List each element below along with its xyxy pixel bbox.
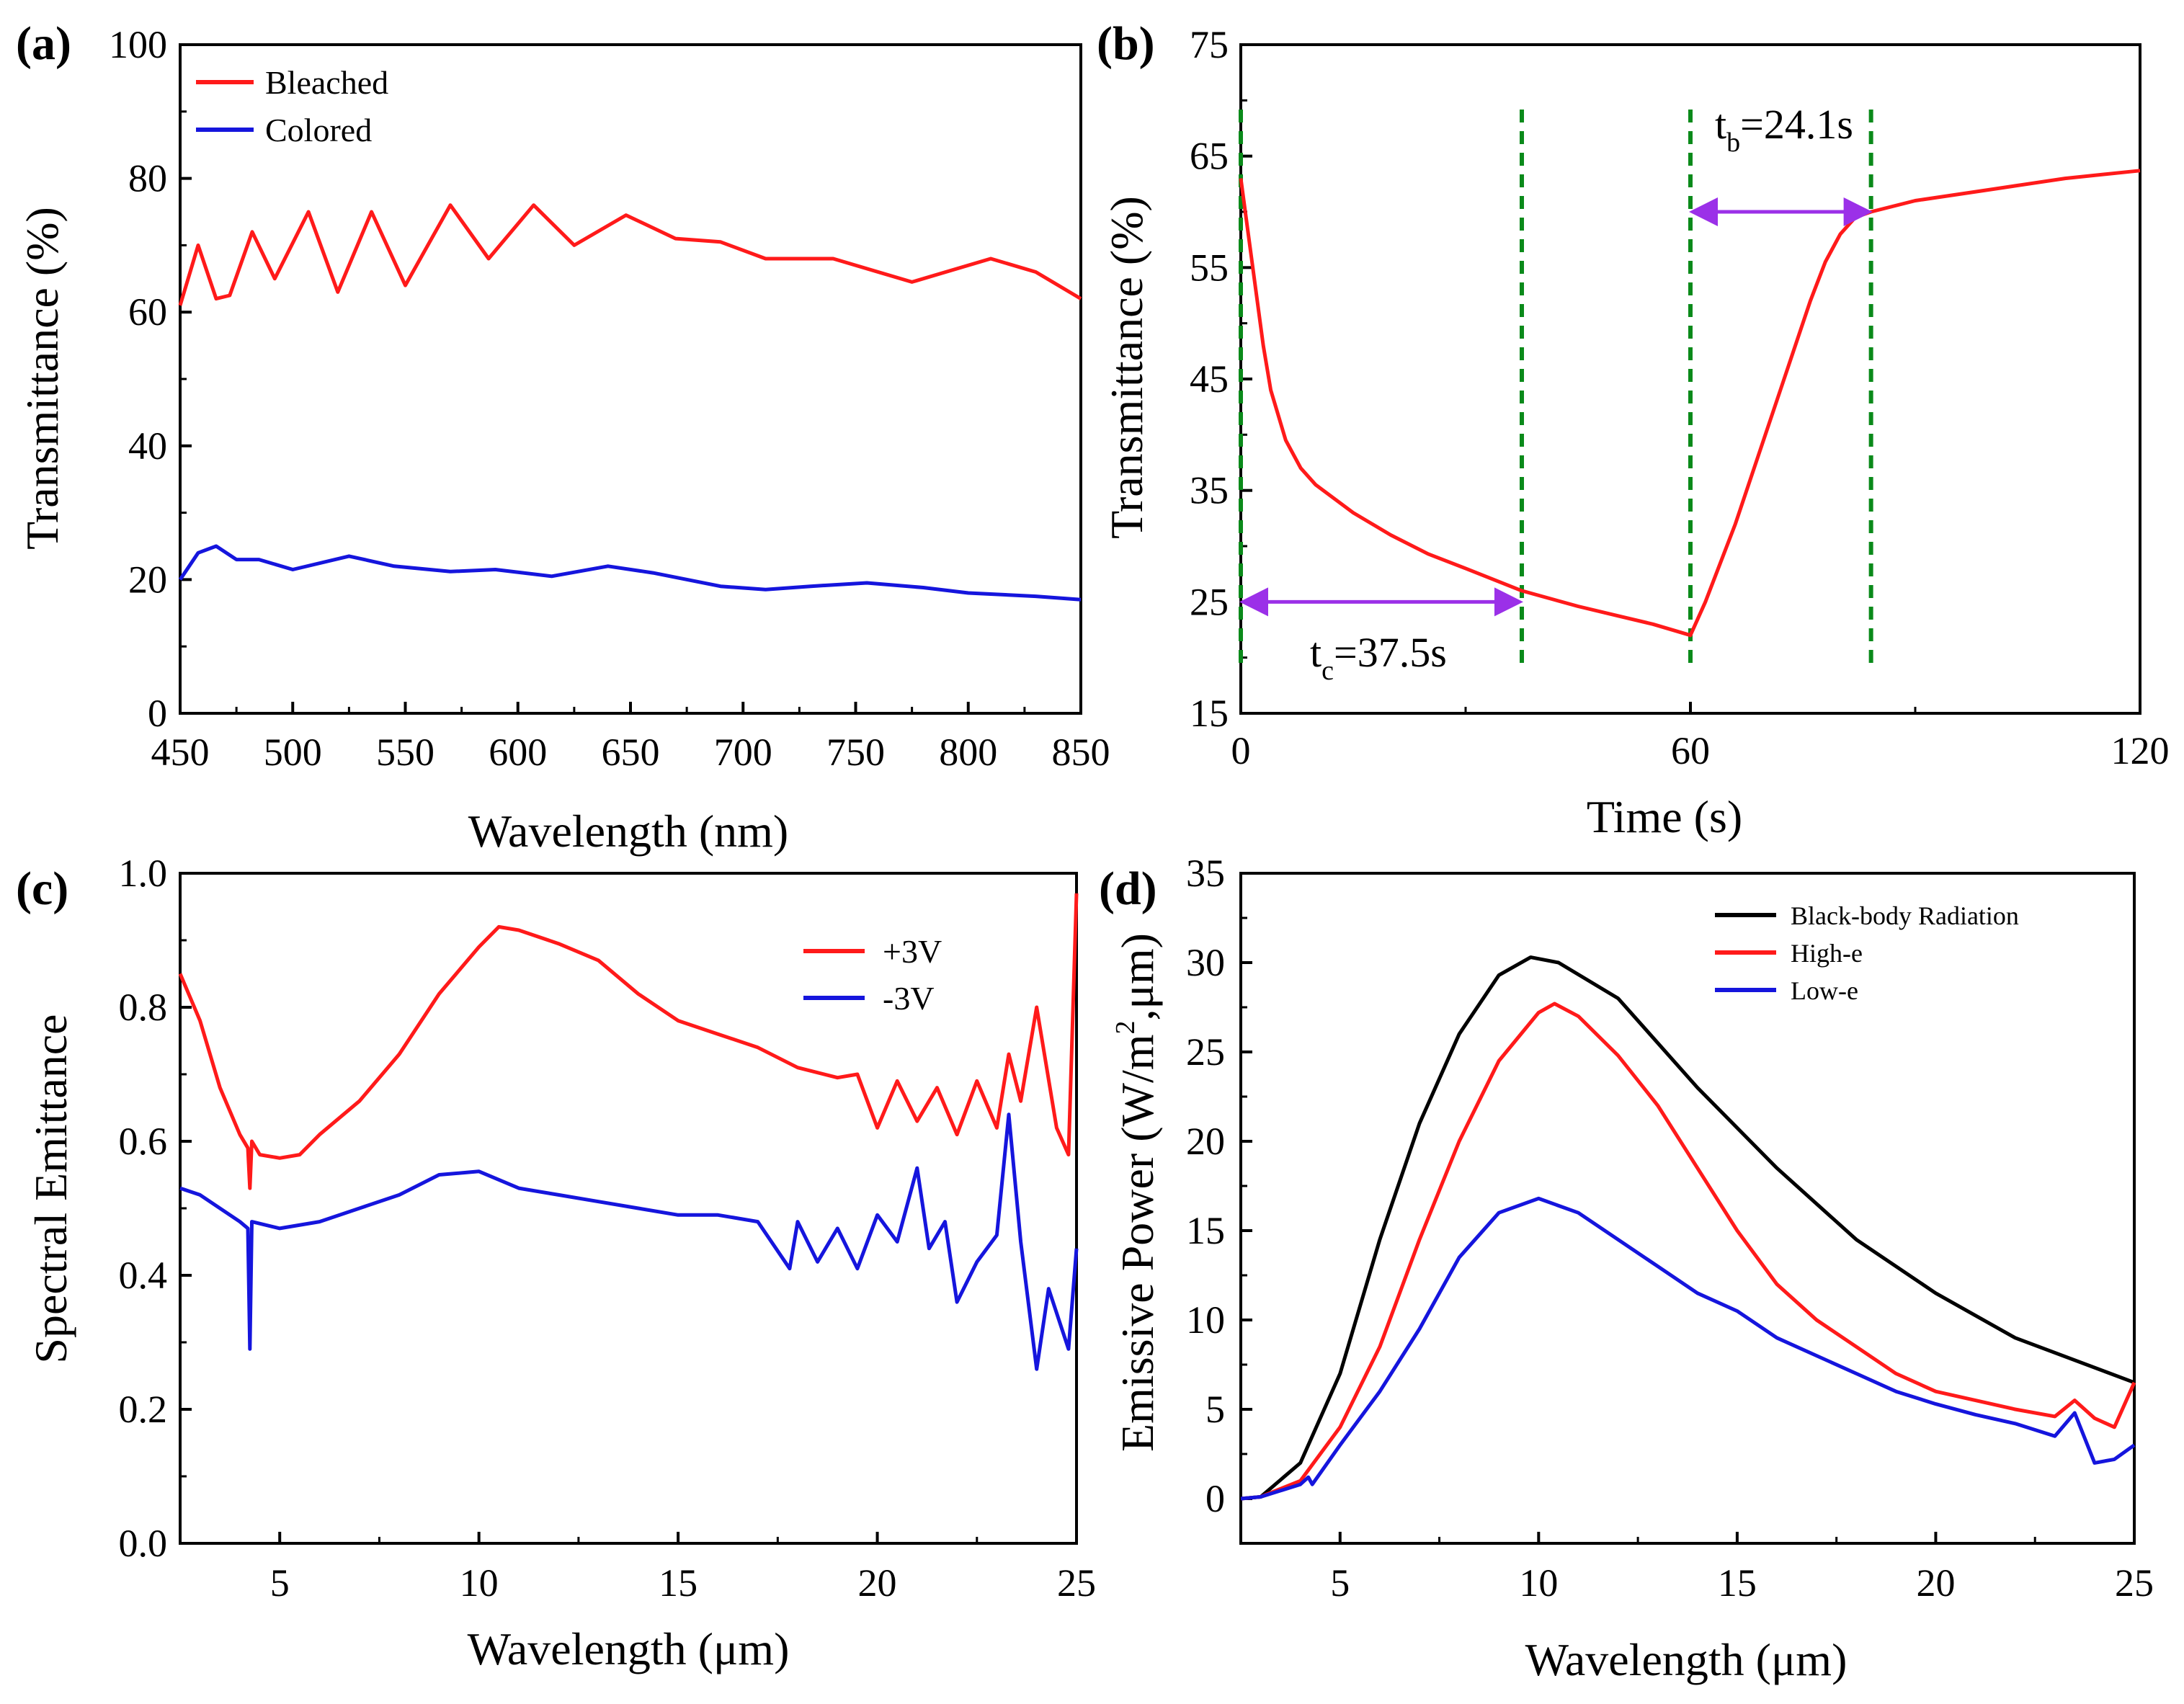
panel-d-ylabel: Emissive Power (W/m2,μm) — [1110, 933, 1163, 1452]
x-tick-label: 0 — [1231, 729, 1251, 772]
x-tick-label: 120 — [2111, 729, 2170, 772]
axes-frame — [1239, 872, 2136, 1545]
y-tick-label: 0.4 — [119, 1254, 168, 1297]
panel-c-ylabel: Spectral Emittance — [25, 1014, 76, 1363]
x-tick-label: 500 — [264, 731, 322, 774]
panel-b-plot-area: 0 60 120 15 25 35 45 55 65 75 — [1190, 23, 2170, 772]
panel-b-label: (b) — [1097, 17, 1155, 70]
panel-b: (b) 0 60 120 15 25 35 45 55 65 75 Time (s) Transm… — [1097, 17, 2170, 842]
series-line-low-e — [1240, 1196, 2136, 1501]
y-tick-label: 75 — [1190, 23, 1229, 66]
annotation-tc-sub: c — [1321, 656, 1334, 686]
series-line--3v — [179, 1112, 1079, 1371]
panel-a-ylabel: Transmittance (%) — [17, 207, 68, 550]
x-tick-label: 550 — [376, 731, 434, 774]
x-tick-label: 600 — [489, 731, 547, 774]
y-tick-label: 0 — [1205, 1477, 1225, 1520]
y-tick-label: 55 — [1190, 246, 1229, 289]
panel-d-ylabel-main: Emissive Power (W/m — [1112, 1034, 1163, 1451]
y-tick-label: 25 — [1190, 580, 1229, 623]
panel-c-label: (c) — [16, 862, 68, 915]
panel-a: (a) 450 500 550 600 650 700 750 800 850 0 20 40 60 80… — [16, 17, 1110, 857]
series-line-high-e — [1240, 1002, 2136, 1501]
y-tick-label: 40 — [128, 424, 167, 468]
y-tick-label: 100 — [109, 23, 167, 66]
panel-d-ylabel-sup: 2 — [1110, 1020, 1141, 1034]
y-tick-label: 80 — [128, 157, 167, 200]
panel-c-plot-area: 5 10 15 20 25 0.0 0.2 0.4 0.6 0.8 1.0 — [119, 852, 1097, 1605]
panel-c-xlabel: Wavelength (μm) — [468, 1623, 790, 1674]
panel-d-plot-area: 5 10 15 20 25 0 5 10 15 20 25 30 35 — [1186, 852, 2154, 1605]
legend-label-plus3v: +3V — [883, 933, 942, 970]
panel-b-ylabel: Transmittance (%) — [1101, 196, 1152, 539]
annotation-tc: tc=37.5s — [1310, 629, 1447, 686]
panel-a-xlabel: Wavelength (nm) — [468, 806, 788, 857]
x-tick-label: 25 — [1057, 1561, 1096, 1605]
annotation-tb-value: =24.1s — [1740, 101, 1853, 148]
series-line--3v — [178, 893, 1079, 1190]
x-tick-label: 700 — [714, 731, 772, 774]
y-tick-label: 30 — [1186, 941, 1225, 984]
x-tick-label: 800 — [939, 731, 997, 774]
x-tick-label: 10 — [460, 1561, 499, 1605]
legend-label-blackbody: Black-body Radiation — [1791, 901, 2019, 930]
panel-a-label: (a) — [16, 17, 71, 70]
x-tick-label: 5 — [1330, 1561, 1350, 1605]
panel-a-plot-area: 450 500 550 600 650 700 750 800 850 0 20 40 60 80 100 — [109, 23, 1110, 774]
series-line-black-body-radiation — [1240, 955, 2135, 1501]
y-tick-label: 5 — [1205, 1388, 1225, 1431]
x-tick-label: 450 — [151, 731, 210, 774]
y-tick-label: 20 — [128, 558, 167, 601]
legend-label-low-e: Low-e — [1791, 976, 1858, 1005]
annotation-tb: tb=24.1s — [1715, 101, 1853, 158]
y-tick-label: 25 — [1186, 1030, 1225, 1074]
x-tick-label: 5 — [270, 1561, 290, 1605]
panel-d-xlabel: Wavelength (μm) — [1525, 1634, 1848, 1685]
annotation-tb-sub: b — [1726, 128, 1740, 158]
panel-d-ylabel-unit: ,μm) — [1112, 933, 1163, 1020]
panel-b-xlabel: Time (s) — [1587, 791, 1742, 842]
x-tick-label: 650 — [602, 731, 660, 774]
panel-d-label: (d) — [1099, 862, 1157, 915]
y-tick-label: 10 — [1186, 1298, 1225, 1342]
y-tick-label: 20 — [1186, 1120, 1225, 1163]
y-tick-label: 45 — [1190, 357, 1229, 401]
y-tick-label: 0 — [148, 692, 167, 735]
x-tick-label: 15 — [659, 1561, 697, 1605]
legend-label-minus3v: -3V — [883, 980, 935, 1017]
y-tick-label: 15 — [1190, 692, 1229, 735]
y-tick-label: 35 — [1190, 469, 1229, 512]
y-tick-label: 60 — [128, 290, 167, 334]
y-tick-label: 0.8 — [119, 986, 168, 1029]
panel-d: (d) 5 10 15 20 25 0 5 10 15 20 25 30 35 Wavelength (… — [1099, 852, 2154, 1685]
y-tick-label: 1.0 — [119, 852, 168, 895]
y-tick-label: 15 — [1186, 1209, 1225, 1252]
legend-label-high-e: High-e — [1791, 939, 1863, 968]
y-tick-label: 0.2 — [119, 1388, 168, 1431]
y-tick-label: 35 — [1186, 852, 1225, 895]
y-tick-label: 0.0 — [119, 1522, 168, 1565]
annotation-tb-base: t — [1715, 101, 1726, 148]
y-tick-label: 0.6 — [119, 1120, 168, 1163]
legend-label-bleached: Bleached — [265, 64, 388, 101]
x-tick-label: 750 — [826, 731, 885, 774]
series-line-colored — [178, 544, 1082, 602]
x-tick-label: 850 — [1052, 731, 1110, 774]
x-tick-label: 15 — [1718, 1561, 1757, 1605]
x-tick-label: 20 — [858, 1561, 897, 1605]
x-tick-label: 20 — [1916, 1561, 1955, 1605]
y-tick-label: 65 — [1190, 135, 1229, 178]
annotation-tc-base: t — [1310, 629, 1321, 676]
x-tick-label: 25 — [2115, 1561, 2154, 1605]
panel-c: (c) 5 10 15 20 25 0.0 0.2 0.4 0.6 0.8 1.0 Waveleng… — [16, 852, 1096, 1674]
x-tick-label: 60 — [1671, 729, 1710, 772]
legend-label-colored: Colored — [265, 112, 372, 148]
series-line-bleached — [178, 203, 1082, 306]
x-tick-label: 10 — [1519, 1561, 1558, 1605]
annotation-tc-value: =37.5s — [1334, 629, 1447, 676]
